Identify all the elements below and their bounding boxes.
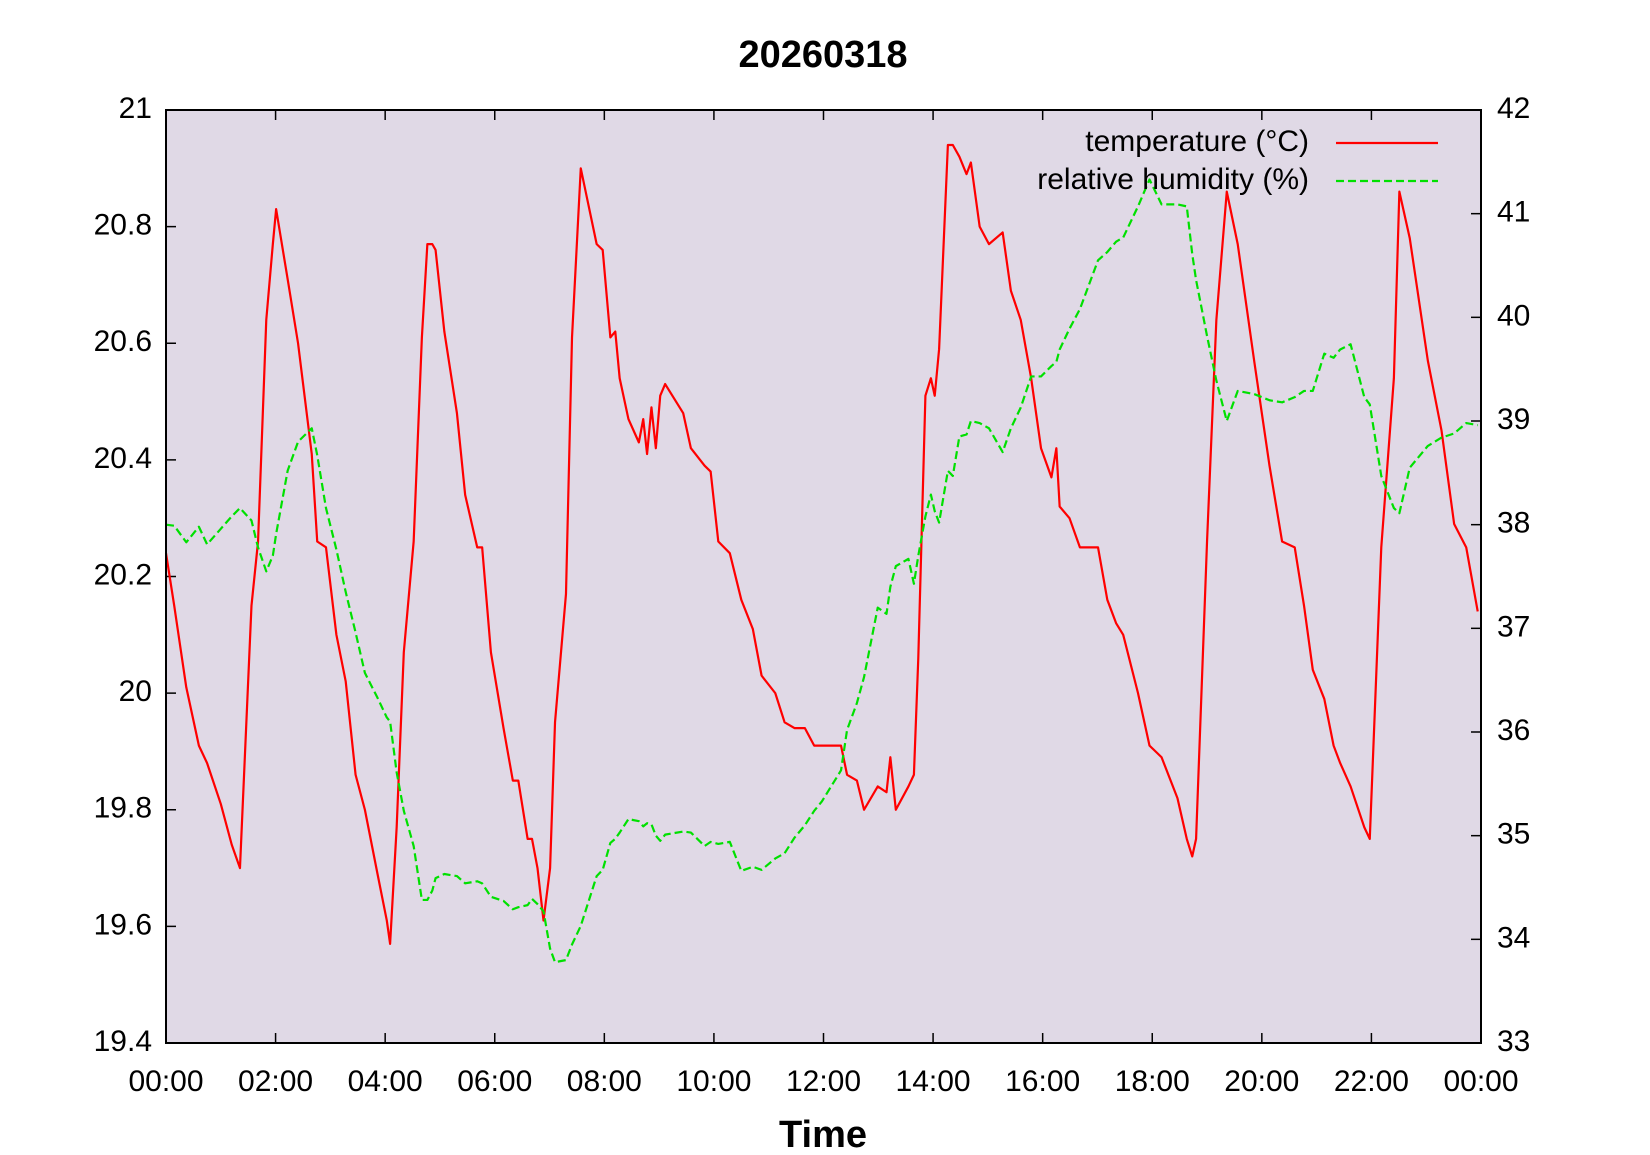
x-tick-label: 18:00 bbox=[1115, 1065, 1190, 1098]
x-tick-label: 12:00 bbox=[786, 1065, 861, 1098]
y2-tick-label: 34 bbox=[1497, 921, 1530, 954]
y-tick-label: 20.6 bbox=[94, 325, 152, 358]
x-tick-label: 04:00 bbox=[348, 1065, 423, 1098]
series-line bbox=[165, 178, 1478, 964]
x-axis-title: Time bbox=[779, 1114, 867, 1155]
x-tick-label: 08:00 bbox=[567, 1065, 642, 1098]
y2-tick-label: 40 bbox=[1497, 299, 1530, 332]
y2-tick-label: 33 bbox=[1497, 1025, 1530, 1058]
y-tick-label: 21 bbox=[119, 92, 152, 125]
plot-area bbox=[166, 110, 1481, 1043]
y2-tick-label: 41 bbox=[1497, 196, 1530, 229]
y-tick-label: 19.8 bbox=[94, 792, 152, 825]
x-tick-label: 10:00 bbox=[676, 1065, 751, 1098]
plot-border bbox=[165, 109, 1482, 1044]
series-line bbox=[164, 143, 1479, 945]
x-tick-label: 16:00 bbox=[1005, 1065, 1080, 1098]
x-tick-label: 00:00 bbox=[128, 1065, 203, 1098]
y2-tick-label: 37 bbox=[1497, 610, 1530, 643]
y2-tick-label: 42 bbox=[1497, 92, 1530, 125]
x-tick-label: 02:00 bbox=[238, 1065, 313, 1098]
y-tick-label: 20.2 bbox=[94, 558, 152, 591]
y-tick-label: 19.4 bbox=[94, 1025, 152, 1058]
chart-title: 20260318 bbox=[738, 34, 907, 76]
y-tick-label: 20.4 bbox=[94, 442, 152, 475]
x-tick-label: 22:00 bbox=[1334, 1065, 1409, 1098]
y2-tick-label: 39 bbox=[1497, 403, 1530, 436]
x-tick-label: 06:00 bbox=[457, 1065, 532, 1098]
x-tick-label: 00:00 bbox=[1443, 1065, 1518, 1098]
y2-tick-label: 38 bbox=[1497, 507, 1530, 540]
y-tick-label: 20 bbox=[119, 675, 152, 708]
y2-tick-label: 36 bbox=[1497, 714, 1530, 747]
x-tick-label: 20:00 bbox=[1224, 1065, 1299, 1098]
y-tick-label: 20.8 bbox=[94, 209, 152, 242]
legend-label: relative humidity (%) bbox=[1037, 163, 1309, 196]
x-tick-label: 14:00 bbox=[896, 1065, 971, 1098]
legend-label: temperature (°C) bbox=[1085, 125, 1309, 158]
y2-tick-label: 35 bbox=[1497, 818, 1530, 851]
y-tick-label: 19.6 bbox=[94, 908, 152, 941]
